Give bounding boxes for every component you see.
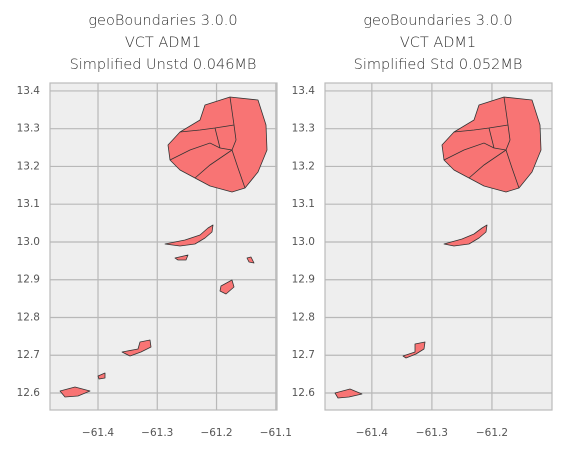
y-tick-label: 13.3 — [17, 123, 40, 135]
chart-title: Simplified Std 0.052MB — [354, 57, 523, 73]
island — [443, 224, 488, 247]
y-tick-label: 13.4 — [292, 85, 316, 97]
y-tick-label: 12.7 — [292, 349, 315, 361]
island — [402, 341, 426, 359]
panel — [49, 82, 278, 411]
island — [97, 372, 106, 380]
island — [167, 96, 268, 193]
x-tick-label: −61.2 — [476, 427, 508, 439]
island — [334, 388, 363, 399]
x-tick-label: −61.1 — [260, 427, 292, 439]
x-tick-label: −61.4 — [356, 427, 388, 439]
y-tick-label: 12.8 — [292, 311, 315, 323]
y-tick-label: 12.9 — [17, 274, 40, 286]
y-tick-label: 12.7 — [17, 349, 40, 361]
island — [441, 96, 542, 193]
y-tick-label: 12.6 — [17, 387, 41, 399]
x-tick-label: −61.3 — [416, 427, 448, 439]
chart-title: VCT ADM1 — [400, 35, 476, 51]
x-tick-label: −61.4 — [82, 427, 114, 439]
chart-title: geoBoundaries 3.0.0 — [363, 13, 512, 29]
y-tick-label: 12.8 — [17, 311, 40, 323]
panel — [324, 82, 553, 411]
chart-title: Simplified Unstd 0.046MB — [70, 57, 257, 73]
boundary — [443, 96, 520, 189]
island — [174, 254, 189, 261]
island — [219, 279, 235, 295]
island — [164, 224, 214, 247]
islands — [334, 96, 542, 399]
y-tick-label: 13.1 — [17, 198, 40, 210]
y-tick-label: 13.0 — [292, 236, 315, 248]
chart-title: geoBoundaries 3.0.0 — [88, 13, 237, 29]
island — [246, 256, 255, 264]
x-tick-label: −61.3 — [141, 427, 173, 439]
y-tick-label: 13.4 — [17, 85, 41, 97]
y-tick-label: 12.6 — [292, 387, 316, 399]
y-tick-label: 13.2 — [17, 160, 40, 172]
islands — [59, 96, 268, 398]
y-tick-label: 13.0 — [17, 236, 40, 248]
x-tick-label: −61.2 — [200, 427, 232, 439]
y-tick-label: 13.2 — [292, 160, 315, 172]
boundary — [169, 96, 246, 189]
island — [59, 386, 91, 398]
y-tick-label: 13.1 — [292, 198, 315, 210]
chart-title: VCT ADM1 — [125, 35, 201, 51]
y-tick-label: 13.3 — [292, 123, 315, 135]
island — [121, 339, 152, 357]
y-tick-label: 12.9 — [292, 274, 315, 286]
